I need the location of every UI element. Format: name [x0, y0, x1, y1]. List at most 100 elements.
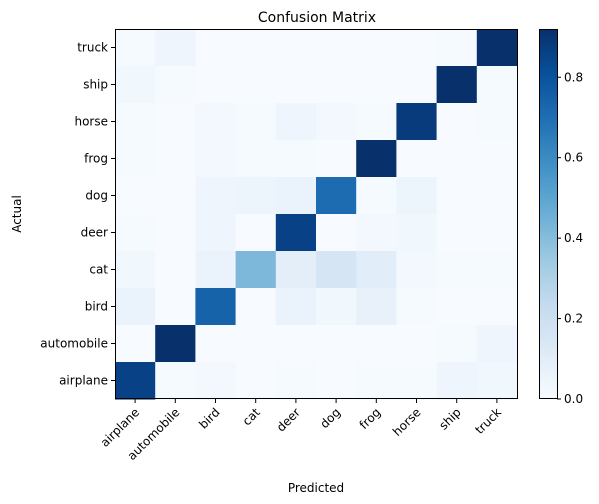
heatmap-cell-horse-cat	[235, 103, 277, 141]
x-tick-label: deer	[274, 405, 303, 434]
heatmap-cell-ship-cat	[235, 66, 277, 104]
heatmap-cell-horse-airplane	[115, 103, 156, 141]
heatmap-cell-cat-airplane	[115, 251, 156, 289]
y-tick-label: cat	[89, 263, 108, 277]
x-axis-label: Predicted	[288, 481, 344, 495]
x-tick-label: truck	[472, 405, 504, 437]
heatmap-cell-frog-deer	[275, 140, 317, 178]
heatmap-cell-dog-deer	[275, 177, 317, 215]
heatmap-cell-ship-horse	[396, 66, 438, 104]
heatmap-cell-truck-automobile	[155, 29, 196, 67]
heatmap-cell-truck-cat	[235, 29, 277, 67]
heatmap-cell-frog-airplane	[115, 140, 156, 178]
y-tick-label: frog	[84, 152, 108, 166]
heatmap-cell-deer-frog	[356, 214, 397, 252]
chart-title: Confusion Matrix	[258, 10, 376, 26]
heatmap-cell-cat-truck	[476, 251, 518, 289]
heatmap-cell-truck-deer	[275, 29, 317, 67]
heatmap-cell-automobile-automobile	[155, 325, 196, 363]
y-tick-label: deer	[81, 226, 108, 240]
heatmap-cell-deer-deer	[275, 214, 317, 252]
heatmap-cell-ship-bird	[195, 66, 237, 104]
heatmap-cell-automobile-cat	[235, 325, 277, 363]
heatmap-cell-horse-ship	[436, 103, 478, 141]
y-tick-label: horse	[74, 115, 108, 129]
heatmap-cell-truck-bird	[195, 29, 237, 67]
heatmap-cell-automobile-ship	[436, 325, 478, 363]
heatmap-cell-ship-truck	[476, 66, 518, 104]
heatmap-cell-truck-frog	[356, 29, 397, 67]
y-tick-label: automobile	[40, 337, 108, 351]
heatmap-cell-dog-bird	[195, 177, 237, 215]
heatmap-cell-dog-airplane	[115, 177, 156, 215]
x-tick-label: bird	[196, 405, 222, 431]
heatmap-cell-frog-truck	[476, 140, 518, 178]
heatmap-cell-bird-bird	[195, 288, 237, 326]
heatmap-cell-airplane-bird	[195, 362, 237, 400]
heatmap-cell-truck-airplane	[115, 29, 156, 67]
heatmap-cell-bird-truck	[476, 288, 518, 326]
heatmap-cell-deer-ship	[436, 214, 478, 252]
colorbar-ticks: 0.0 0.2 0.4 0.6 0.8	[557, 70, 583, 406]
heatmap-cell-truck-horse	[396, 29, 438, 67]
y-axis-ticks: truck ship horse frog dog deer cat bird automobi…	[40, 41, 115, 388]
heatmap-cell-cat-bird	[195, 251, 237, 289]
x-tick-label: horse	[390, 405, 424, 439]
heatmap-cell-frog-automobile	[155, 140, 196, 178]
colorbar-tick-label: 0.4	[564, 231, 583, 245]
heatmap-cell-airplane-truck	[476, 362, 518, 400]
heatmap-cell-frog-cat	[235, 140, 277, 178]
heatmap-cell-automobile-horse	[396, 325, 438, 363]
heatmap-cell-deer-cat	[235, 214, 277, 252]
heatmap-cell-deer-dog	[316, 214, 357, 252]
heatmap-cell-horse-frog	[356, 103, 397, 141]
heatmap-cell-cat-deer	[275, 251, 317, 289]
x-tick-label: dog	[317, 405, 343, 431]
heatmap-cell-automobile-bird	[195, 325, 237, 363]
heatmap-cell-ship-dog	[316, 66, 357, 104]
y-tick-label: airplane	[59, 374, 108, 388]
heatmap-cell-truck-ship	[436, 29, 478, 67]
heatmap-cell-horse-deer	[275, 103, 317, 141]
heatmap-cell-frog-bird	[195, 140, 237, 178]
plot-frame	[115, 29, 518, 399]
heatmap-cell-dog-horse	[396, 177, 438, 215]
colorbar	[539, 29, 557, 399]
heatmap-cell-horse-automobile	[155, 103, 196, 141]
heatmap-cell-horse-bird	[195, 103, 237, 141]
heatmap-cells	[115, 29, 518, 400]
heatmap-cell-dog-automobile	[155, 177, 196, 215]
heatmap-cell-automobile-deer	[275, 325, 317, 363]
heatmap-cell-dog-ship	[436, 177, 478, 215]
heatmap-cell-automobile-airplane	[115, 325, 156, 363]
heatmap-cell-bird-dog	[316, 288, 357, 326]
y-axis-label: Actual	[10, 195, 24, 233]
heatmap-cell-bird-deer	[275, 288, 317, 326]
heatmap-cell-cat-ship	[436, 251, 478, 289]
y-tick-label: ship	[83, 78, 108, 92]
heatmap-cell-deer-truck	[476, 214, 518, 252]
y-tick-label: truck	[77, 41, 108, 55]
heatmap-cell-automobile-truck	[476, 325, 518, 363]
heatmap-cell-bird-frog	[356, 288, 397, 326]
colorbar-tick-label: 0.2	[564, 312, 583, 326]
heatmap-cell-cat-frog	[356, 251, 397, 289]
heatmap-cell-frog-dog	[316, 140, 357, 178]
heatmap-cell-deer-bird	[195, 214, 237, 252]
heatmap-cell-cat-dog	[316, 251, 357, 289]
colorbar-tick-label: 0.0	[564, 392, 583, 406]
y-tick-label: dog	[85, 189, 108, 203]
x-tick-label: ship	[436, 405, 463, 432]
x-tick-label: cat	[240, 405, 263, 428]
heatmap-cell-airplane-dog	[316, 362, 357, 400]
heatmap-cell-deer-automobile	[155, 214, 196, 252]
heatmap-cell-frog-ship	[436, 140, 478, 178]
heatmap-cell-bird-horse	[396, 288, 438, 326]
colorbar-tick-label: 0.8	[564, 70, 583, 84]
x-tick-label: frog	[357, 405, 384, 432]
heatmap-cell-horse-horse	[396, 103, 438, 141]
heatmap-cell-airplane-automobile	[155, 362, 196, 400]
heatmap-cell-cat-horse	[396, 251, 438, 289]
